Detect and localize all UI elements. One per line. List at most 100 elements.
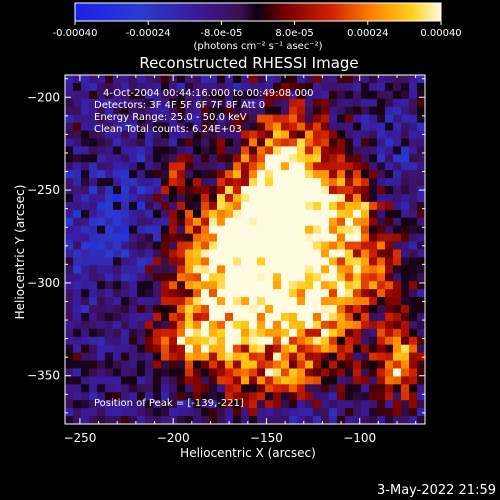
heatmap-cell: [81, 416, 90, 425]
heatmap-cell: [313, 130, 322, 140]
heatmap-cell: [329, 273, 338, 282]
heatmap-cell: [105, 233, 114, 243]
heatmap-cell: [113, 82, 122, 92]
heatmap-cells: [65, 75, 426, 425]
heatmap-cell: [401, 376, 410, 385]
heatmap-cell: [209, 75, 218, 84]
heatmap-cell: [177, 146, 186, 155]
heatmap-cell: [257, 209, 266, 219]
heatmap-cell: [169, 281, 178, 290]
heatmap-cell: [273, 289, 282, 298]
heatmap-cell: [113, 201, 122, 211]
heatmap-cell: [289, 416, 298, 425]
heatmap-cell: [265, 130, 274, 140]
heatmap-cell: [273, 408, 282, 417]
heatmap-cell: [353, 368, 362, 378]
heatmap-cell: [297, 368, 306, 378]
heatmap-cell: [217, 265, 226, 274]
heatmap-cell: [297, 297, 306, 306]
heatmap-cell: [161, 408, 170, 417]
heatmap-cell: [249, 336, 258, 346]
heatmap-cell: [153, 162, 162, 171]
heatmap-cell: [121, 162, 130, 171]
heatmap-cell: [153, 178, 162, 187]
heatmap-cell: [161, 193, 170, 203]
heatmap-cell: [193, 249, 202, 259]
heatmap-cell: [393, 90, 402, 100]
heatmap-cell: [121, 352, 130, 362]
heatmap-cell: [369, 416, 378, 425]
heatmap-cell: [281, 114, 290, 124]
heatmap-cell: [137, 249, 146, 259]
heatmap-cell: [89, 209, 98, 219]
heatmap-cell: [233, 90, 242, 100]
heatmap-cell: [281, 193, 290, 203]
heatmap-cell: [249, 384, 258, 393]
heatmap-cell: [289, 320, 298, 330]
heatmap-cell: [97, 392, 106, 401]
heatmap-cell: [297, 312, 306, 322]
heatmap-cell: [361, 273, 370, 282]
heatmap-cell: [377, 408, 386, 417]
heatmap-cell: [233, 400, 242, 409]
heatmap-cell: [393, 82, 402, 92]
heatmap-cell: [121, 217, 130, 227]
heatmap-cell: [409, 217, 418, 227]
heatmap-cell: [81, 130, 90, 140]
heatmap-cell: [201, 265, 210, 274]
heatmap-cell: [201, 408, 210, 417]
heatmap-cell: [273, 257, 282, 266]
heatmap-cell: [337, 336, 346, 346]
heatmap-cell: [233, 352, 242, 362]
heatmap-cell: [337, 209, 346, 219]
heatmap-cell: [265, 265, 274, 274]
heatmap-cell: [113, 257, 122, 266]
heatmap-cell: [337, 106, 346, 116]
heatmap-cell: [129, 368, 138, 378]
heatmap-cell: [281, 162, 290, 171]
heatmap-cell: [97, 178, 106, 187]
heatmap-cell: [145, 241, 154, 251]
heatmap-cell: [281, 82, 290, 92]
heatmap-cell: [105, 360, 114, 370]
heatmap-cell: [409, 130, 418, 140]
heatmap-cell: [393, 281, 402, 290]
heatmap-cell: [81, 281, 90, 290]
heatmap-cell: [289, 352, 298, 362]
heatmap-cell: [281, 178, 290, 187]
heatmap-cell: [313, 154, 322, 163]
heatmap-cell: [185, 360, 194, 370]
heatmap-cell: [185, 289, 194, 298]
heatmap-cell: [169, 273, 178, 282]
heatmap-cell: [393, 416, 402, 425]
heatmap-cell: [161, 154, 170, 163]
heatmap-cell: [329, 376, 338, 385]
heatmap-cell: [393, 217, 402, 227]
heatmap-cell: [337, 384, 346, 393]
heatmap-cell: [193, 217, 202, 227]
heatmap-cell: [265, 162, 274, 171]
heatmap-cell: [73, 178, 82, 187]
heatmap-cell: [409, 360, 418, 370]
heatmap-cell: [129, 217, 138, 227]
heatmap-cell: [209, 281, 218, 290]
heatmap-cell: [113, 114, 122, 124]
heatmap-cell: [393, 312, 402, 322]
heatmap-cell: [337, 297, 346, 306]
heatmap-cell: [225, 257, 234, 266]
heatmap-cell: [241, 138, 250, 147]
heatmap-cell: [393, 186, 402, 195]
heatmap-cell: [137, 408, 146, 417]
heatmap-cell: [153, 146, 162, 155]
heatmap-cell: [281, 122, 290, 132]
heatmap-cell: [353, 90, 362, 100]
heatmap-cell: [65, 352, 74, 362]
heatmap-cell: [273, 162, 282, 171]
heatmap-cell: [129, 352, 138, 362]
heatmap-cell: [233, 384, 242, 393]
heatmap-cell: [193, 376, 202, 385]
heatmap-cell: [297, 193, 306, 203]
heatmap-cell: [353, 138, 362, 147]
heatmap-cell: [153, 384, 162, 393]
heatmap-cell: [345, 98, 354, 108]
